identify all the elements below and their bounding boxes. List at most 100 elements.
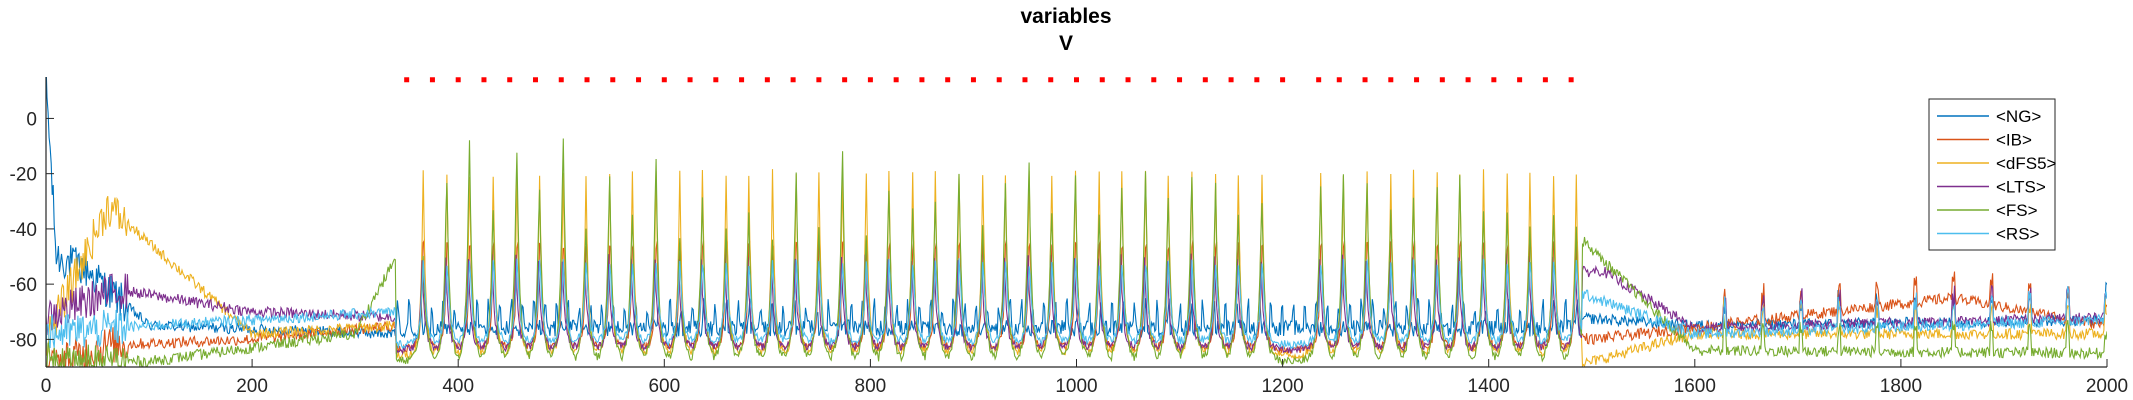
event-marker	[1151, 77, 1157, 83]
legend-entry: <FS>	[1937, 201, 2038, 220]
event-marker	[558, 77, 564, 83]
event-marker	[816, 77, 822, 83]
event-marker	[1254, 77, 1260, 83]
event-marker	[1048, 77, 1054, 83]
event-marker	[610, 77, 616, 83]
legend-entry: <NG>	[1937, 107, 2041, 126]
event-marker	[970, 77, 976, 83]
x-tick: 800	[855, 359, 887, 397]
x-axis-ticks: 0 200 400 600 800 1000 1200 1400 1600 1800 2000	[41, 359, 2128, 397]
event-marker	[1280, 77, 1286, 83]
legend-label: <RS>	[1996, 225, 2040, 244]
x-tick: 400	[442, 359, 474, 397]
x-tick-label: 1800	[1880, 376, 1922, 397]
event-marker	[404, 77, 410, 83]
x-tick: 200	[236, 359, 268, 397]
legend-entry: <IB>	[1937, 131, 2032, 150]
legend-label: <LTS>	[1996, 178, 2046, 197]
event-markers	[404, 77, 1574, 83]
y-tick-label: 0	[26, 109, 37, 130]
x-tick-label: 1200	[1261, 376, 1303, 397]
event-marker	[893, 77, 899, 83]
legend-label: <NG>	[1996, 107, 2041, 126]
legend-entry: <dFS5>	[1937, 154, 2057, 173]
series-line-fs	[45, 138, 2107, 367]
event-marker	[919, 77, 925, 83]
x-tick: 600	[648, 359, 680, 397]
y-tick: -60	[10, 275, 54, 296]
x-tick-label: 1400	[1468, 376, 1510, 397]
event-marker	[764, 77, 770, 83]
x-tick-label: 0	[41, 376, 52, 397]
legend-label: <IB>	[1996, 131, 2032, 150]
x-tick: 1800	[1880, 359, 1922, 397]
event-marker	[584, 77, 590, 83]
event-marker	[739, 77, 745, 83]
event-marker	[867, 77, 873, 83]
event-marker	[790, 77, 796, 83]
event-marker	[713, 77, 719, 83]
legend-entry: <LTS>	[1937, 178, 2046, 197]
event-marker	[945, 77, 951, 83]
y-tick-label: -80	[10, 330, 37, 351]
chart-subtitle: V	[1059, 32, 1073, 55]
x-tick: 1400	[1468, 359, 1510, 397]
legend-label: <FS>	[1996, 201, 2038, 220]
event-marker	[1022, 77, 1028, 83]
event-marker	[1439, 77, 1445, 83]
x-tick: 2000	[2086, 359, 2128, 397]
event-marker	[455, 77, 461, 83]
event-marker	[1362, 77, 1368, 83]
event-marker	[1336, 77, 1342, 83]
event-marker	[507, 77, 513, 83]
x-tick: 1000	[1055, 359, 1098, 397]
event-marker	[1099, 77, 1105, 83]
x-tick-label: 400	[442, 376, 474, 397]
event-marker	[1202, 77, 1208, 83]
y-tick-label: -60	[10, 275, 37, 296]
x-tick-label: 1000	[1055, 376, 1097, 397]
event-marker	[1568, 77, 1574, 83]
x-tick-label: 200	[236, 376, 268, 397]
legend-entry: <RS>	[1937, 225, 2040, 244]
series-line-rs	[45, 258, 2107, 352]
event-marker	[1316, 77, 1322, 83]
event-marker	[429, 77, 435, 83]
event-marker	[996, 77, 1002, 83]
event-marker	[1125, 77, 1131, 83]
legend: <NG> <IB> <dFS5> <LTS> <FS> <RS>	[1928, 98, 2057, 251]
event-marker	[1414, 77, 1420, 83]
event-marker	[532, 77, 538, 83]
event-marker	[687, 77, 693, 83]
plot-area	[45, 77, 2107, 367]
chart-title: variables	[1020, 5, 1111, 28]
y-tick-label: -40	[10, 220, 37, 241]
y-tick: -20	[10, 165, 54, 186]
x-tick-label: 600	[648, 376, 680, 397]
event-marker	[1074, 77, 1079, 83]
event-marker	[661, 77, 667, 83]
event-marker	[1228, 77, 1234, 83]
x-tick: 1200	[1261, 359, 1304, 397]
x-tick-label: 800	[855, 376, 887, 397]
x-tick: 0	[41, 359, 52, 397]
y-tick: 0	[26, 109, 54, 130]
event-marker	[636, 77, 642, 83]
y-tick-label: -20	[10, 165, 37, 186]
event-marker	[842, 77, 848, 83]
event-marker	[1177, 77, 1183, 83]
y-axis-ticks: 0 -20 -40 -60 -80	[10, 109, 54, 351]
x-tick-label: 2000	[2086, 376, 2128, 397]
event-marker	[1388, 77, 1394, 83]
x-tick: 1600	[1674, 359, 1716, 397]
event-marker	[481, 77, 487, 83]
event-marker	[1542, 77, 1548, 83]
event-marker	[1517, 77, 1523, 83]
y-tick: -80	[10, 330, 54, 351]
event-marker	[1465, 77, 1471, 83]
legend-label: <dFS5>	[1996, 154, 2057, 173]
legend-box	[1928, 98, 2056, 251]
x-tick-label: 1600	[1674, 376, 1716, 397]
y-tick: -40	[10, 220, 54, 241]
